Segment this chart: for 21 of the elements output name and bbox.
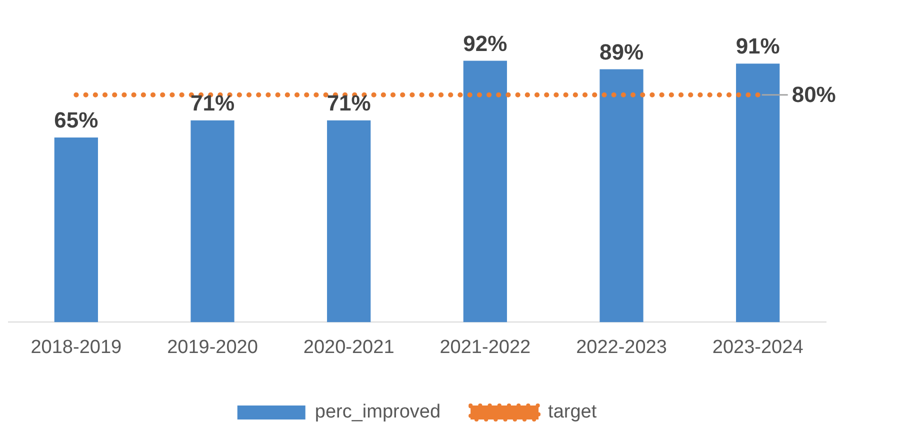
- bar: [327, 120, 371, 322]
- data-label: 91%: [736, 34, 780, 59]
- bar: [736, 64, 780, 322]
- bar: [54, 137, 98, 322]
- x-tick-label: 2023-2024: [712, 336, 804, 358]
- x-tick-label: 2020-2021: [303, 336, 394, 358]
- legend-label: perc_improved: [314, 402, 441, 423]
- x-tick-label: 2019-2020: [167, 336, 258, 358]
- x-tick-label: 2018-2019: [30, 336, 122, 358]
- data-label: 65%: [54, 108, 98, 133]
- data-label: 89%: [599, 39, 644, 64]
- bar: [190, 120, 234, 322]
- bar: [600, 69, 644, 322]
- bar: [463, 60, 507, 322]
- x-tick-label: 2022-2023: [576, 336, 667, 358]
- legend-label: target: [548, 402, 598, 423]
- data-label: 71%: [326, 90, 371, 116]
- data-label: 80%: [792, 82, 836, 107]
- data-label: 92%: [463, 30, 508, 56]
- x-tick-label: 2021-2022: [440, 336, 531, 358]
- data-label: 71%: [190, 90, 235, 116]
